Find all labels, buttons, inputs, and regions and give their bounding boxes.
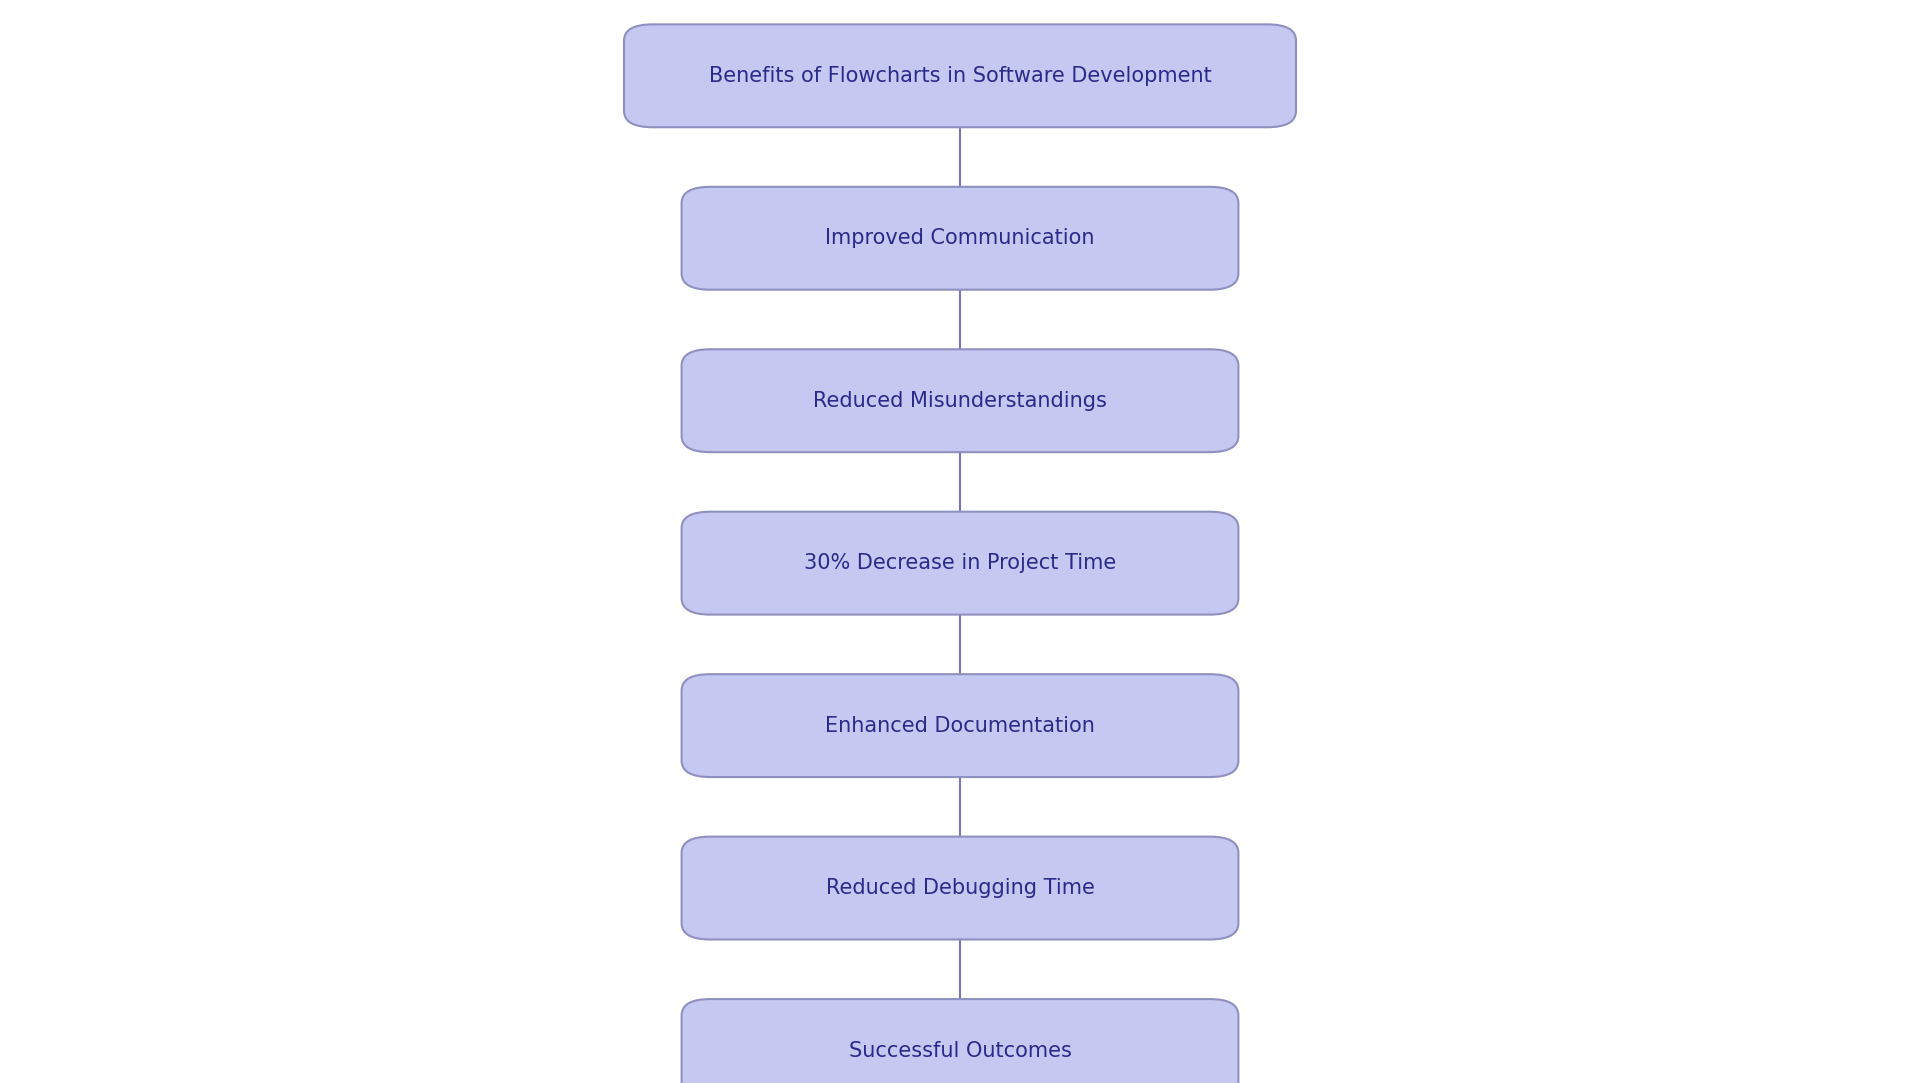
Text: 30% Decrease in Project Time: 30% Decrease in Project Time <box>804 553 1116 573</box>
FancyBboxPatch shape <box>682 349 1238 453</box>
FancyBboxPatch shape <box>682 186 1238 289</box>
FancyBboxPatch shape <box>682 512 1238 615</box>
FancyBboxPatch shape <box>624 25 1296 127</box>
Text: Reduced Misunderstandings: Reduced Misunderstandings <box>812 391 1108 410</box>
Text: Reduced Debugging Time: Reduced Debugging Time <box>826 878 1094 898</box>
Text: Successful Outcomes: Successful Outcomes <box>849 1041 1071 1060</box>
FancyBboxPatch shape <box>682 674 1238 778</box>
Text: Enhanced Documentation: Enhanced Documentation <box>826 716 1094 735</box>
Text: Benefits of Flowcharts in Software Development: Benefits of Flowcharts in Software Devel… <box>708 66 1212 86</box>
Text: Improved Communication: Improved Communication <box>826 229 1094 248</box>
FancyBboxPatch shape <box>682 836 1238 939</box>
FancyBboxPatch shape <box>682 999 1238 1083</box>
